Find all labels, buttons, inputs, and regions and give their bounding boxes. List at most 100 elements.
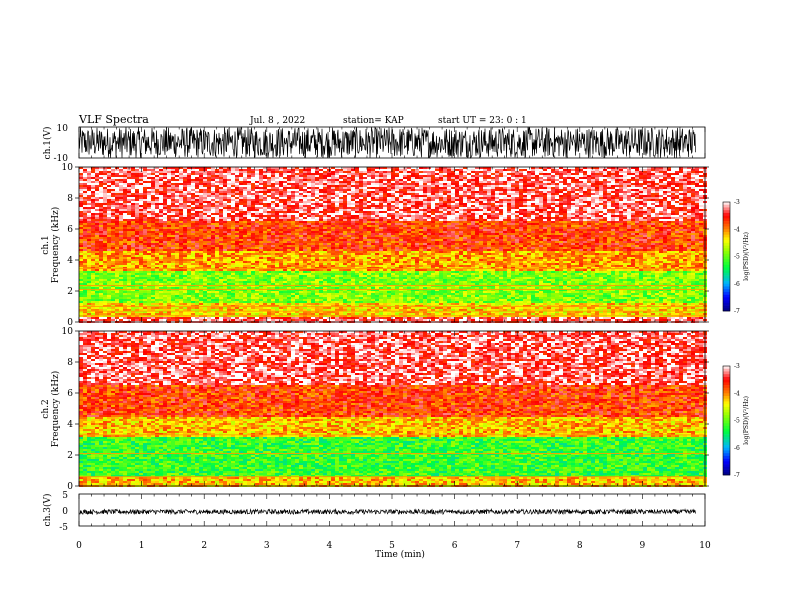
spec1-cell: [583, 199, 587, 201]
spec1-cell: [523, 197, 527, 199]
spec1-cell: [251, 189, 255, 191]
spec1-cell: [171, 195, 175, 197]
spec1-cell: [591, 215, 595, 217]
spec1-cell: [519, 223, 523, 225]
spec1-cell: [527, 173, 531, 175]
spec1-cell: [623, 167, 627, 169]
spec1-cell: [363, 223, 367, 225]
spec1-cell: [491, 179, 495, 181]
spec1-cell: [351, 169, 355, 171]
spec1-cell: [383, 217, 387, 219]
spec1-cell: [559, 209, 563, 211]
spec1-cell: [311, 179, 315, 181]
spec1-cell: [275, 227, 279, 229]
spec1-cell: [599, 189, 603, 191]
spec1-cell: [343, 169, 347, 171]
spec1-cell: [131, 225, 135, 227]
spec1-cell: [695, 219, 699, 221]
spec1-cell: [299, 211, 303, 213]
spec1-cell: [419, 217, 423, 219]
spec1-cell: [307, 191, 311, 193]
spec1-cell: [427, 181, 431, 183]
spec1-cell: [235, 199, 239, 201]
spec1-cell: [471, 175, 475, 177]
spec1-cell: [587, 199, 591, 201]
spec1-cell: [143, 207, 147, 209]
spec1-cell: [339, 189, 343, 191]
spec1-cell: [419, 187, 423, 189]
spec1-cell: [207, 193, 211, 195]
spec1-cell: [99, 199, 103, 201]
spec1-cell: [503, 203, 507, 205]
spec1-cell: [111, 191, 115, 193]
spec1-cell: [659, 187, 663, 189]
spec1-cell: [195, 223, 199, 225]
spec1-cell: [571, 215, 575, 217]
spec1-cell: [219, 213, 223, 215]
spec1-cell: [227, 209, 231, 211]
spec1-cell: [647, 213, 651, 215]
spec1-cell: [335, 213, 339, 215]
spec1-cell: [315, 175, 319, 177]
spec1-cell: [207, 207, 211, 209]
spec1-cell: [367, 187, 371, 189]
spec1-cell: [195, 189, 199, 191]
spec1-cell: [303, 197, 307, 199]
spec1-cell: [363, 187, 367, 189]
spec1-cell: [599, 183, 603, 185]
spec1-cell: [95, 173, 99, 175]
spec1-cell: [239, 205, 243, 207]
spec1-cell: [171, 223, 175, 225]
spec1-cell: [675, 195, 679, 197]
spec1-cell: [623, 169, 627, 171]
spec1-cell: [379, 217, 383, 219]
spec1-cell: [155, 193, 159, 195]
spec1-cell: [443, 199, 447, 201]
spec1-cell: [87, 229, 91, 231]
spec1-cell: [167, 193, 171, 195]
spec1-cell: [687, 217, 691, 219]
spec1-cell: [639, 177, 643, 179]
spec1-cell: [575, 177, 579, 179]
spec1-cell: [567, 167, 571, 169]
spec1-cell: [463, 217, 467, 219]
spec1-cell: [407, 195, 411, 197]
spec1-cell: [419, 175, 423, 177]
spec1-cell: [507, 227, 511, 229]
spec1-cell: [247, 177, 251, 179]
spec1-cell: [131, 195, 135, 197]
spec1-cell: [419, 203, 423, 205]
spec1-cell: [303, 175, 307, 177]
spec1-cell: [115, 169, 119, 171]
spec1-cell: [395, 171, 399, 173]
spec1-cell: [203, 223, 207, 225]
spec1-cell: [695, 171, 699, 173]
spec1-cell: [431, 219, 435, 221]
spec1-cell: [443, 185, 447, 187]
spec1-cell: [407, 179, 411, 181]
spec1-cell: [167, 167, 171, 169]
spec1-cell: [219, 181, 223, 183]
spec1-cell: [303, 185, 307, 187]
spec1-cell: [327, 201, 331, 203]
spec1-cell: [491, 207, 495, 209]
spec1-cell: [379, 179, 383, 181]
spec1-cell: [659, 181, 663, 183]
spec1-cell: [355, 185, 359, 187]
spec1-cell: [611, 209, 615, 211]
spec1-cell: [571, 219, 575, 221]
spec1-cell: [483, 229, 487, 231]
spec1-cell: [351, 193, 355, 195]
spec1-cell: [603, 201, 607, 203]
spec1-cell: [511, 195, 515, 197]
spec1-cell: [443, 197, 447, 199]
spec1-cell: [583, 175, 587, 177]
spec1-cell: [559, 191, 563, 193]
spec1-cell: [647, 211, 651, 213]
spec1-cell: [399, 223, 403, 225]
spec1-cell: [311, 175, 315, 177]
spec1-cell: [391, 227, 395, 229]
spec1-cell: [119, 173, 123, 175]
spec1-cell: [435, 219, 439, 221]
spec1-cell: [491, 195, 495, 197]
